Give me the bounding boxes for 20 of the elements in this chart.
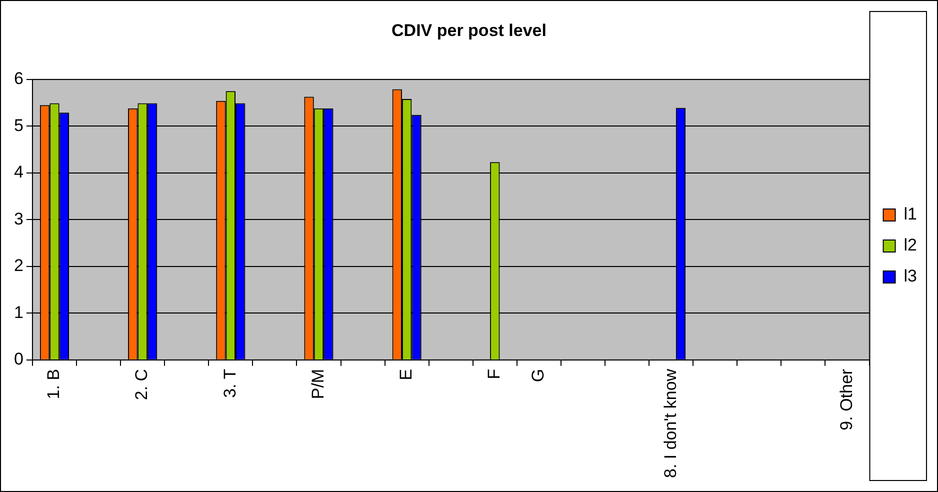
- legend-label: l1: [904, 204, 918, 224]
- x-tick-label: 3. T: [220, 368, 240, 398]
- x-tick-label: E: [396, 368, 416, 380]
- y-tick-label: 2: [14, 256, 24, 276]
- chart-title: CDIV per post level: [392, 20, 546, 40]
- y-tick-label: 5: [14, 116, 24, 135]
- x-tick-label: F: [484, 368, 504, 380]
- y-tick-label: 0: [14, 350, 24, 369]
- x-tick-label: 8. I don't know: [660, 368, 680, 478]
- x-tick-label: 2. C: [132, 368, 152, 400]
- legend-label: l2: [904, 236, 918, 255]
- y-tick-label: 4: [14, 162, 24, 182]
- x-tick-label: 9. Other: [836, 368, 856, 430]
- y-tick-label: 6: [14, 69, 24, 88]
- x-tick-label: 1. B: [44, 368, 64, 400]
- x-tick-label: P/M: [308, 368, 328, 400]
- legend-label: l3: [904, 266, 918, 286]
- y-tick-label: 3: [14, 209, 24, 228]
- y-tick-label: 1: [14, 302, 24, 322]
- x-tick-label: G: [528, 368, 548, 382]
